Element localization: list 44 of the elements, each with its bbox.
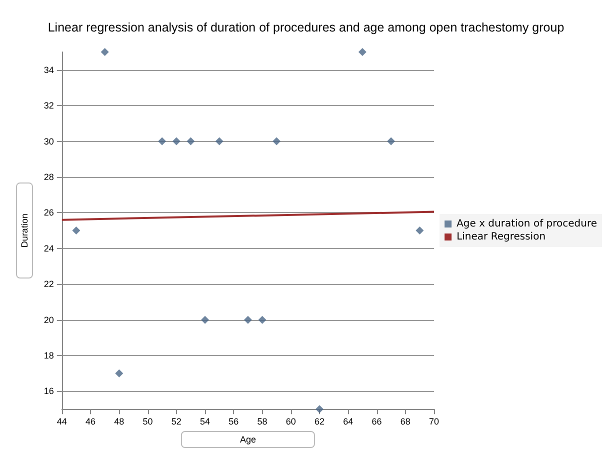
x-tick-label: 44 — [56, 416, 67, 427]
point — [215, 137, 224, 146]
point — [115, 369, 124, 378]
point — [100, 48, 109, 56]
x-tick-label: 64 — [343, 416, 354, 427]
point — [186, 137, 195, 146]
y-tick-label: 24 — [44, 243, 54, 254]
point — [272, 137, 281, 146]
legend-label: Age x duration of procedure — [456, 218, 598, 230]
x-tick-label: 68 — [400, 416, 410, 427]
x-tick-label: 48 — [114, 416, 124, 427]
x-tick-label: 70 — [428, 416, 440, 427]
point — [358, 48, 366, 56]
legend-label: Linear Regression — [456, 232, 546, 242]
x-tick-label: 62 — [314, 416, 325, 427]
y-tick-label: 22 — [44, 279, 54, 290]
point — [316, 405, 324, 414]
x-tick-label: 56 — [228, 416, 239, 427]
point — [416, 226, 424, 235]
x-tick-label: 58 — [257, 416, 268, 427]
x-tick-label: 60 — [286, 416, 296, 427]
point — [158, 137, 166, 146]
point — [201, 316, 210, 324]
y-tick-label: 30 — [44, 136, 54, 146]
x-axis-title: Age — [240, 434, 256, 444]
point — [72, 226, 80, 235]
y-tick-label: 18 — [44, 350, 54, 361]
x-tick-label: 52 — [171, 416, 182, 427]
x-tick-label: 50 — [142, 416, 153, 427]
y-tick-label: 28 — [44, 172, 54, 182]
y-tick-label: 32 — [44, 100, 54, 111]
x-tick-label: 46 — [86, 416, 96, 427]
y-axis-title: Duration — [20, 214, 30, 248]
point — [387, 137, 396, 146]
x-tick-label: 54 — [200, 416, 210, 427]
y-tick-label: 16 — [44, 386, 54, 396]
y-tick-label: 20 — [44, 314, 54, 325]
point — [258, 316, 266, 324]
chart-title: Linear regression analysis of duration of procedures and age among open trachestomy group — [48, 20, 564, 34]
point — [244, 316, 252, 324]
x-tick-label: 66 — [372, 416, 382, 427]
y-tick-label: 26 — [44, 208, 54, 218]
y-tick-label: 34 — [44, 64, 54, 75]
point — [172, 137, 180, 146]
